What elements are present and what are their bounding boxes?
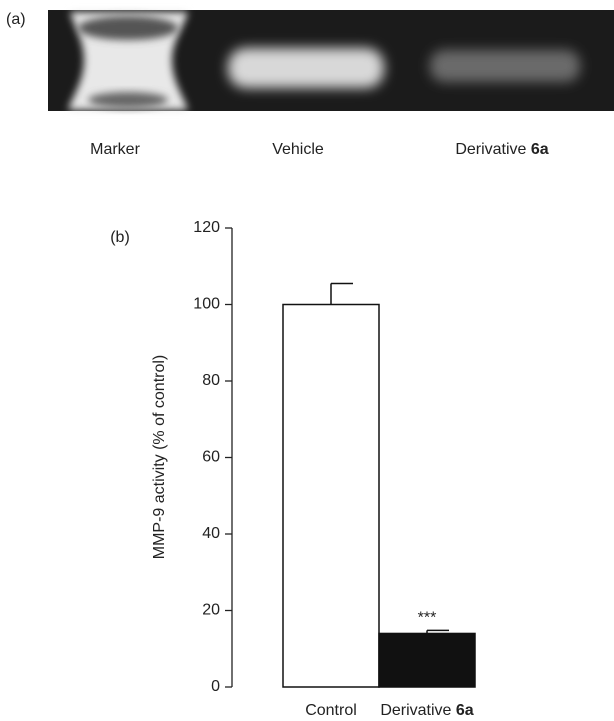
x-tick-label: Derivative 6a	[380, 702, 473, 719]
figure: (a) Marker Vehicle Derivative 6a (b) MMP…	[0, 0, 614, 721]
vehicle-band	[228, 48, 384, 88]
significance-marker: ***	[418, 610, 437, 627]
panel-label: (a)	[6, 11, 26, 28]
y-tick-label: 120	[193, 219, 220, 236]
lane-label: Derivative 6a	[455, 141, 548, 158]
y-tick-label: 80	[202, 372, 220, 389]
y-tick-label: 20	[202, 602, 220, 619]
lane-label: Vehicle	[272, 141, 324, 158]
y-tick-label: 40	[202, 525, 220, 542]
lane-label: Marker	[90, 141, 140, 158]
bar	[283, 305, 379, 688]
panel-label: (b)	[110, 229, 130, 246]
y-tick-label: 60	[202, 449, 220, 466]
page: {"gel": {"panel_label": "(a)", "lanes": …	[0, 0, 614, 721]
marker-band	[68, 12, 188, 110]
y-tick-label: 100	[193, 296, 220, 313]
x-tick-label: Control	[305, 702, 357, 719]
y-axis-label: MMP-9 activity (% of control)	[151, 355, 168, 559]
derivative-band	[430, 50, 580, 82]
y-tick-label: 0	[211, 678, 220, 695]
bar	[379, 633, 475, 687]
